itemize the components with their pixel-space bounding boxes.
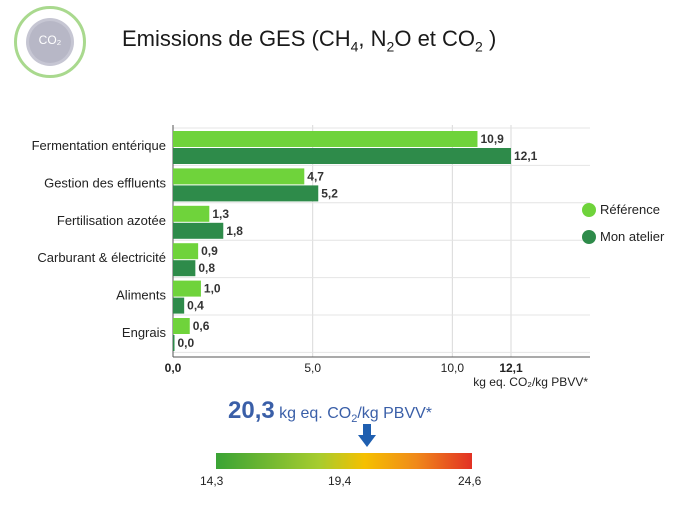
category-label: Engrais — [122, 325, 167, 340]
legend-reference: Référence — [582, 202, 660, 217]
bar-mon-atelier — [173, 148, 511, 164]
bar-mon-atelier — [173, 260, 196, 277]
scale-min-label: 14,3 — [200, 474, 224, 488]
title-sub: 4 — [350, 38, 359, 55]
data-label: 10,9 — [480, 132, 504, 146]
legend-label-mon-atelier: Mon atelier — [600, 229, 665, 244]
bar-reference — [173, 280, 201, 297]
legend-swatch-mon-atelier — [582, 229, 596, 244]
data-label: 12,1 — [514, 149, 538, 163]
data-label: 0,4 — [187, 299, 204, 313]
x-tick-label: 5,0 — [304, 361, 321, 375]
data-label: 5,2 — [321, 186, 338, 200]
data-label: 0,6 — [193, 319, 210, 333]
total-unit: kg eq. CO2/kg PBVV* — [274, 405, 433, 426]
logo-label: CO₂ — [38, 33, 62, 47]
bar-reference — [173, 168, 305, 185]
x-tick-label: 0,0 — [165, 361, 182, 375]
total-emissions: 20,3 kg eq. CO2/kg PBVV* — [228, 397, 432, 425]
bar-reference — [173, 131, 478, 147]
title-sub: 2 — [386, 38, 395, 55]
data-label: 1,3 — [212, 207, 229, 221]
bar-reference — [173, 205, 210, 222]
scale-max-label: 24,6 — [458, 474, 482, 488]
title-sub: 2 — [475, 38, 483, 55]
bar-mon-atelier — [173, 222, 224, 239]
bar-reference — [173, 243, 199, 260]
x-axis-label: kg eq. CO₂/kg PBVV* — [473, 375, 588, 389]
category-label: Aliments — [116, 288, 166, 303]
data-label: 1,8 — [226, 224, 243, 238]
page-title: Emissions de GES (CH4, N2O et CO2 ) — [122, 26, 496, 54]
data-label: 0,0 — [178, 336, 195, 350]
cloud-co2-icon: CO₂ — [29, 21, 71, 63]
category-label: Fertilisation azotée — [57, 213, 166, 228]
bar-reference — [173, 318, 190, 334]
legend-label-reference: Référence — [600, 202, 660, 217]
co2-logo: CO₂ — [14, 6, 86, 78]
data-label: 0,8 — [198, 261, 215, 275]
title-part: O et CO — [394, 26, 476, 51]
scale-mid-label: 19,4 — [328, 474, 352, 488]
bar-mon-atelier — [173, 297, 185, 314]
bar-mon-atelier — [173, 335, 175, 351]
x-tick-label: 12,1 — [499, 361, 523, 375]
data-label: 0,9 — [201, 244, 218, 258]
emissions-scale-bar — [216, 453, 472, 469]
data-label: 4,7 — [307, 169, 324, 183]
down-arrow-icon — [358, 424, 376, 447]
total-value: 20,3 — [228, 397, 275, 424]
title-part: Emissions de GES (CH — [122, 26, 351, 51]
title-part: ) — [482, 26, 497, 51]
title-part: , N — [358, 26, 387, 51]
legend-swatch-reference — [582, 202, 596, 217]
legend-mon-atelier: Mon atelier — [582, 229, 664, 244]
category-label: Gestion des effluents — [44, 175, 166, 190]
category-label: Carburant & électricité — [37, 250, 166, 265]
data-label: 1,0 — [204, 282, 221, 296]
category-label: Fermentation entérique — [32, 138, 166, 153]
x-tick-label: 10,0 — [441, 361, 465, 375]
bar-mon-atelier — [173, 185, 319, 202]
